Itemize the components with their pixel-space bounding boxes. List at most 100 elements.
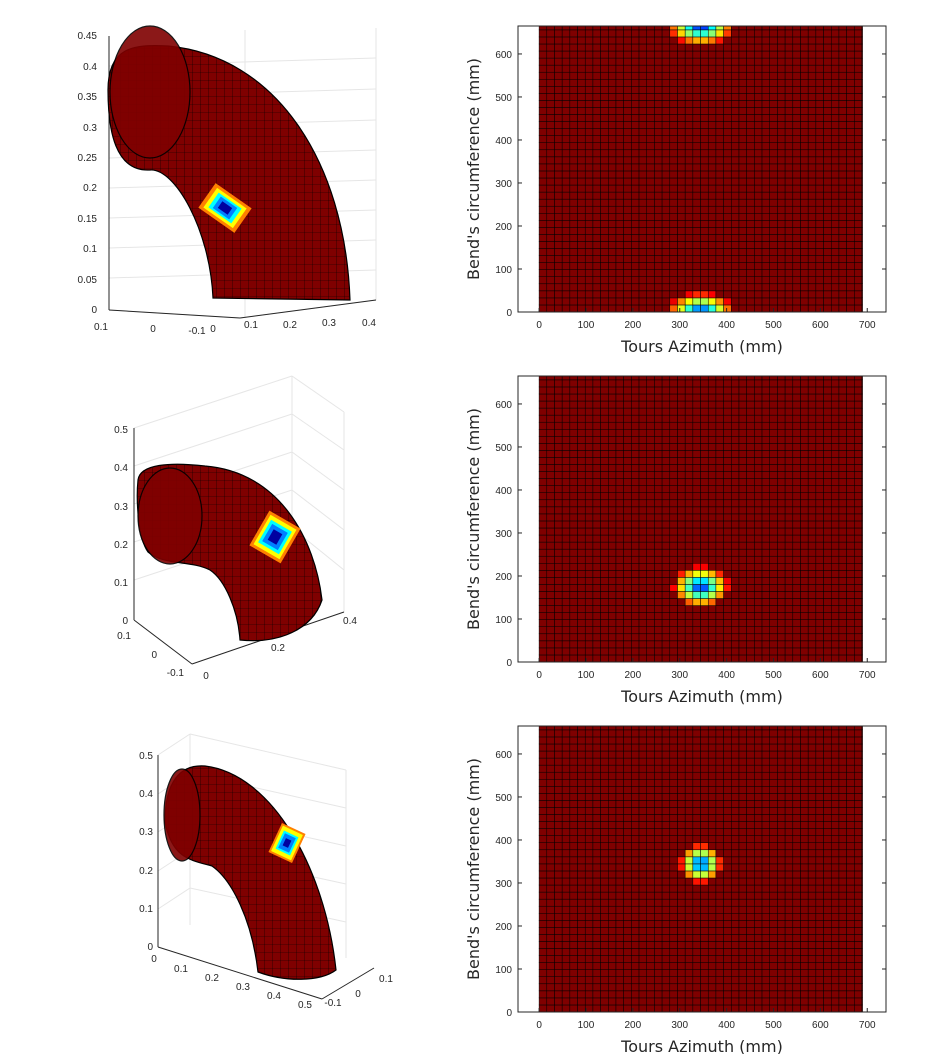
- heatmap-cell: [654, 43, 663, 52]
- heatmap-cell: [661, 393, 671, 402]
- heatmap-cell: [554, 612, 563, 620]
- heatmap-cell: [715, 990, 724, 999]
- heatmap-cell: [807, 619, 817, 627]
- heatmap-cell: [569, 100, 578, 108]
- heatmap-cell: [546, 170, 555, 179]
- heatmap-cell: [631, 626, 640, 635]
- heatmap-cell: [592, 771, 601, 780]
- heatmap-cell: [615, 527, 624, 536]
- heatmap-cell: [600, 220, 609, 228]
- heatmap-cell: [577, 149, 586, 158]
- heatmap-cell: [838, 548, 847, 557]
- heatmap-cell: [807, 25, 817, 31]
- heatmap-cell: [661, 513, 671, 522]
- heatmap-cell: [692, 997, 701, 1006]
- heatmap-cell: [792, 485, 801, 493]
- heatmap-cell: [646, 807, 655, 815]
- heatmap-cell: [554, 736, 563, 745]
- heatmap-cell: [777, 927, 786, 935]
- heatmap-cell: [592, 619, 601, 627]
- heatmap-cell: [546, 920, 555, 928]
- heatmap-cell: [615, 891, 624, 900]
- heatmap-cell: [623, 619, 632, 627]
- heatmap-cell: [854, 43, 863, 52]
- heatmap-cell: [700, 870, 709, 879]
- heatmap-cell: [677, 86, 686, 94]
- heatmap-cell: [854, 478, 863, 486]
- heatmap-cell: [684, 241, 694, 249]
- heatmap-cell: [800, 276, 809, 285]
- heatmap-cell: [623, 121, 632, 129]
- heatmap-cell: [677, 78, 686, 87]
- heatmap-cell: [738, 898, 747, 907]
- heatmap-cell: [800, 421, 809, 430]
- heatmap-cell: [715, 948, 724, 956]
- heatmap-cell: [646, 297, 655, 306]
- heatmap-cell: [646, 93, 655, 101]
- heatmap-cell: [623, 198, 632, 207]
- heatmap-cell: [761, 478, 770, 486]
- heatmap-cell: [654, 757, 663, 766]
- heatmap-cell: [615, 100, 624, 108]
- heatmap-cell: [677, 729, 686, 738]
- heatmap-cell: [761, 248, 770, 256]
- heatmap-cell: [654, 948, 663, 956]
- heatmap-cell: [569, 290, 578, 299]
- heatmap-cell: [623, 877, 632, 886]
- heatmap-cell: [792, 548, 801, 557]
- heatmap-cell: [854, 50, 863, 59]
- heatmap-cell: [769, 191, 778, 200]
- heatmap-cell: [669, 213, 678, 221]
- heatmap-cell: [646, 563, 655, 571]
- heatmap-cell: [731, 492, 740, 501]
- heatmap-cell: [538, 50, 548, 59]
- heatmap-cell: [584, 842, 594, 851]
- heatmap-cell: [823, 163, 832, 172]
- heatmap-cell: [623, 213, 632, 221]
- heatmap-cell: [838, 149, 847, 158]
- heatmap-cell: [692, 283, 701, 292]
- heatmap-cell: [669, 725, 678, 731]
- heatmap-cell: [554, 457, 563, 465]
- heatmap-cell: [746, 990, 755, 999]
- heatmap-cell: [684, 513, 694, 522]
- heatmap-cell: [754, 800, 763, 808]
- heatmap-cell: [546, 948, 555, 956]
- heatmap-cell: [600, 269, 609, 277]
- heatmap-cell: [761, 598, 770, 606]
- heatmap-cell: [807, 198, 817, 207]
- heatmap-cell: [815, 114, 824, 122]
- heatmap-cell: [830, 577, 840, 585]
- heatmap-cell: [600, 835, 609, 843]
- heatmap-cell: [569, 764, 578, 773]
- heatmap-cell: [661, 297, 671, 306]
- heatmap-cell: [654, 29, 663, 38]
- heatmap-cell: [838, 269, 847, 277]
- heatmap-cell: [615, 283, 624, 292]
- heatmap-cell: [561, 934, 571, 942]
- heatmap-cell: [861, 563, 863, 571]
- heatmap-cell: [723, 107, 732, 115]
- heatmap-cell: [692, 913, 701, 921]
- heatmap-cell: [792, 135, 801, 143]
- heatmap-cell: [684, 619, 694, 627]
- heatmap-cell: [700, 563, 709, 571]
- heatmap-cell: [631, 464, 640, 472]
- heatmap-cell: [569, 64, 578, 73]
- heatmap-cell: [731, 750, 740, 759]
- heatmap-cell: [861, 297, 863, 306]
- heatmap-cell: [631, 771, 640, 780]
- heatmap-cell: [631, 736, 640, 745]
- heatmap-cell: [577, 492, 586, 501]
- heatmap-cell: [600, 828, 609, 836]
- heatmap-cell: [731, 464, 740, 472]
- heatmap-cell: [661, 248, 671, 256]
- heatmap-cell: [700, 598, 709, 606]
- heatmap-cell: [592, 36, 601, 45]
- surface-3-bend: [164, 765, 337, 980]
- heatmap-cell: [615, 269, 624, 277]
- heatmap-cell: [731, 856, 740, 865]
- heatmap-cell: [608, 729, 617, 738]
- heatmap-cell: [638, 821, 647, 829]
- heatmap-cell: [669, 527, 678, 536]
